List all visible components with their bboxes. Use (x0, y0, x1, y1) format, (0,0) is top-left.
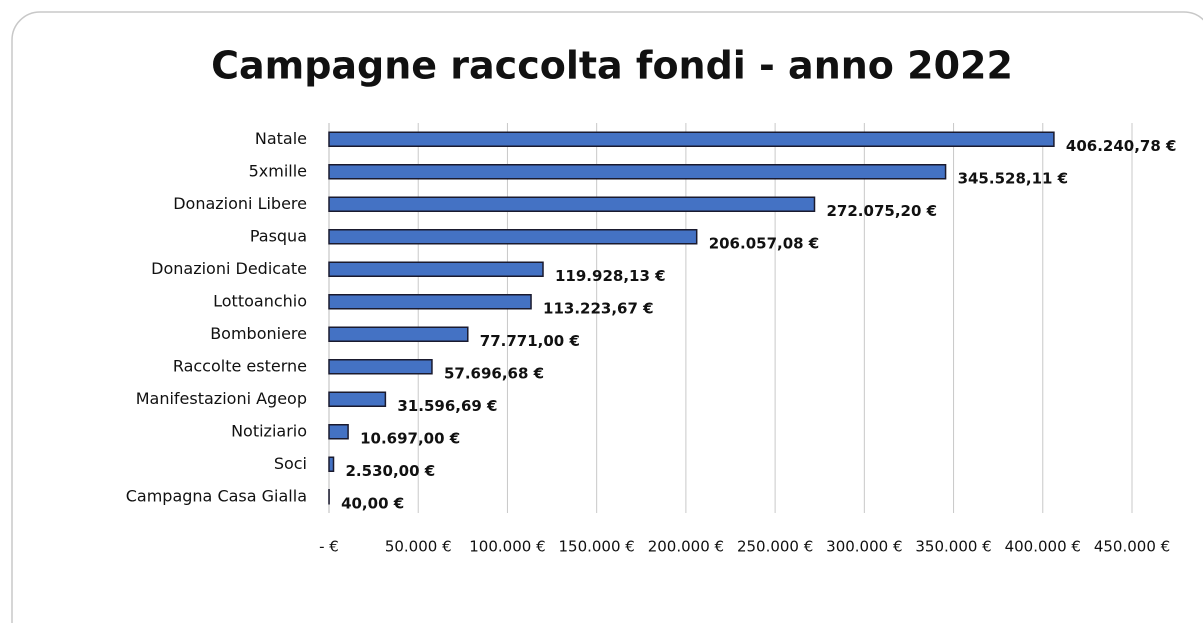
value-label: 2.530,00 € (346, 462, 436, 480)
value-label: 10.697,00 € (360, 429, 460, 447)
bar (328, 229, 698, 245)
x-tick-label: 100.000 € (469, 538, 545, 556)
value-label: 206.057,08 € (709, 234, 820, 252)
chart-title: Campagne raccolta fondi - anno 2022 (211, 44, 1013, 88)
bar (328, 261, 544, 277)
y-tick-label: Notiziario (231, 421, 307, 440)
y-tick-label: 5xmille (249, 161, 307, 180)
x-tick-label: 300.000 € (826, 538, 902, 556)
x-tick-label: 200.000 € (648, 538, 724, 556)
y-tick-label: Raccolte esterne (173, 356, 307, 375)
bar (328, 164, 947, 180)
bar (328, 326, 469, 342)
x-tick-label: 250.000 € (737, 538, 813, 556)
y-tick-label: Soci (274, 454, 307, 473)
y-tick-label: Campagna Casa Gialla (126, 486, 307, 505)
bar (328, 359, 433, 375)
x-tick-label: 150.000 € (558, 538, 634, 556)
x-tick-label: 400.000 € (1005, 538, 1081, 556)
value-label: 272.075,20 € (827, 202, 938, 220)
value-label: 77.771,00 € (480, 332, 580, 350)
y-tick-label: Manifestazioni Ageop (136, 389, 307, 408)
value-label: 57.696,68 € (444, 364, 544, 382)
bar (328, 131, 1055, 147)
y-tick-label: Natale (255, 129, 307, 148)
x-tick-label: 450.000 € (1094, 538, 1170, 556)
value-label: 31.596,69 € (397, 397, 497, 415)
value-label: 40,00 € (341, 494, 404, 512)
bar (328, 456, 335, 472)
y-tick-label: Bomboniere (210, 324, 307, 343)
bar (328, 424, 349, 440)
y-tick-label: Lottoanchio (213, 291, 307, 310)
value-label: 345.528,11 € (958, 169, 1069, 187)
bar (328, 391, 387, 407)
y-tick-label: Pasqua (250, 226, 307, 245)
value-label: 119.928,13 € (555, 267, 666, 285)
value-label: 406.240,78 € (1066, 137, 1177, 155)
bar (328, 294, 532, 310)
x-tick-label: 50.000 € (385, 538, 452, 556)
x-tick-label: 350.000 € (915, 538, 991, 556)
y-tick-label: Donazioni Dedicate (151, 259, 307, 278)
bar (328, 196, 816, 212)
card (11, 11, 1203, 623)
y-tick-label: Donazioni Libere (173, 194, 307, 213)
x-tick-label: - € (319, 538, 339, 556)
value-label: 113.223,67 € (543, 299, 654, 317)
